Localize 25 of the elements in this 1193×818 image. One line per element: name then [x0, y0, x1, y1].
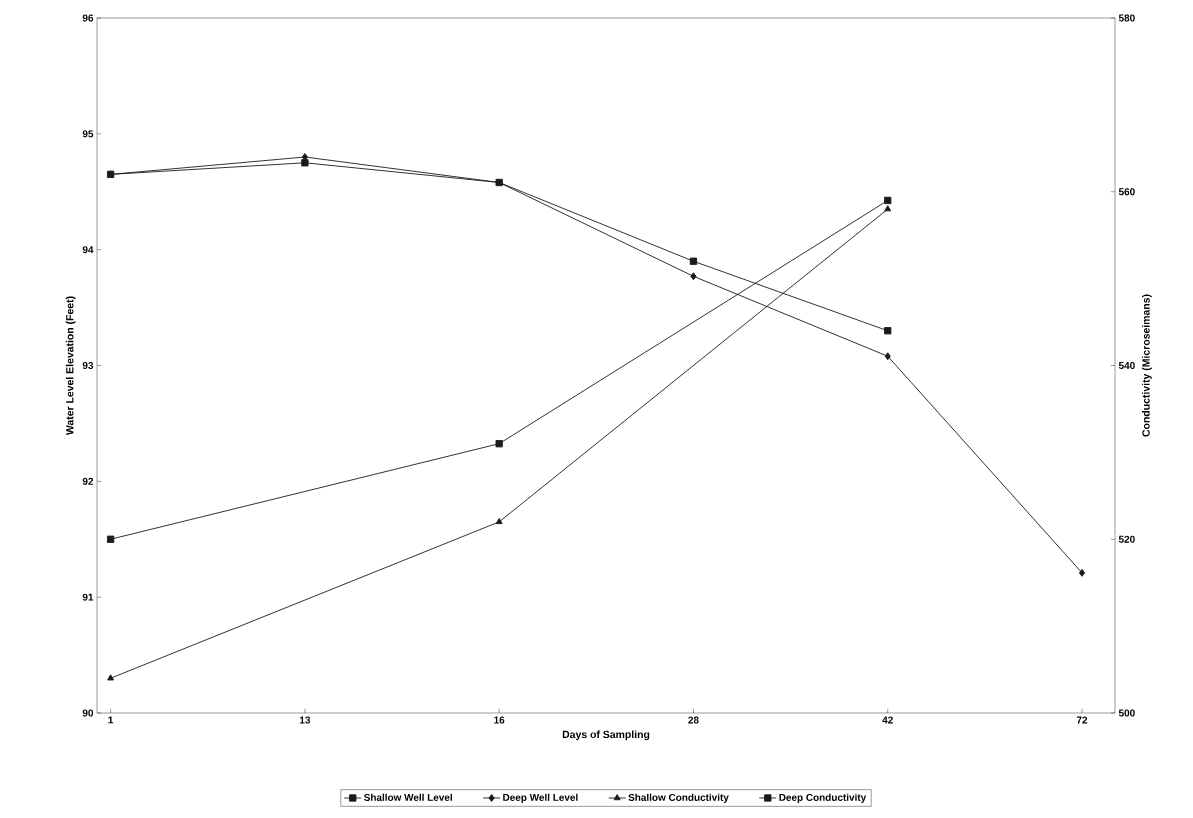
- y-tick-label: 95: [82, 130, 94, 138]
- legend-label: Deep Conductivity: [779, 793, 867, 803]
- y-tick-label: 91: [82, 593, 94, 601]
- y-tick-label: 92: [82, 477, 94, 485]
- y2-axis-title: Conductivity (Microseimans): [1142, 294, 1152, 437]
- x-tick-label: 72: [1076, 716, 1088, 724]
- legend-label: Shallow Well Level: [364, 793, 452, 801]
- x-tick-label: 42: [882, 716, 893, 724]
- x-tick-label: 16: [494, 716, 505, 724]
- y2-tick-label: 580: [1118, 14, 1135, 22]
- x-axis-title: Days of Sampling: [562, 730, 650, 741]
- y2-tick-label: 540: [1118, 361, 1135, 370]
- legend-label: Shallow Conductivity: [628, 793, 729, 803]
- y-tick-label: 90: [82, 709, 94, 717]
- y2-tick-label: 500: [1118, 709, 1135, 717]
- y-tick-label: 93: [82, 361, 94, 370]
- legend-label: Deep Well Level: [503, 793, 578, 803]
- x-tick-label: 1: [108, 716, 114, 724]
- x-tick-label: 13: [299, 716, 311, 724]
- y-tick-label: 94: [82, 246, 94, 254]
- y-tick-label: 96: [82, 14, 94, 22]
- x-tick-label: 28: [688, 716, 699, 724]
- y-axis-title: Water Level Elevation (Feet): [65, 296, 76, 436]
- y2-tick-label: 560: [1118, 188, 1135, 196]
- y2-tick-label: 520: [1118, 535, 1135, 543]
